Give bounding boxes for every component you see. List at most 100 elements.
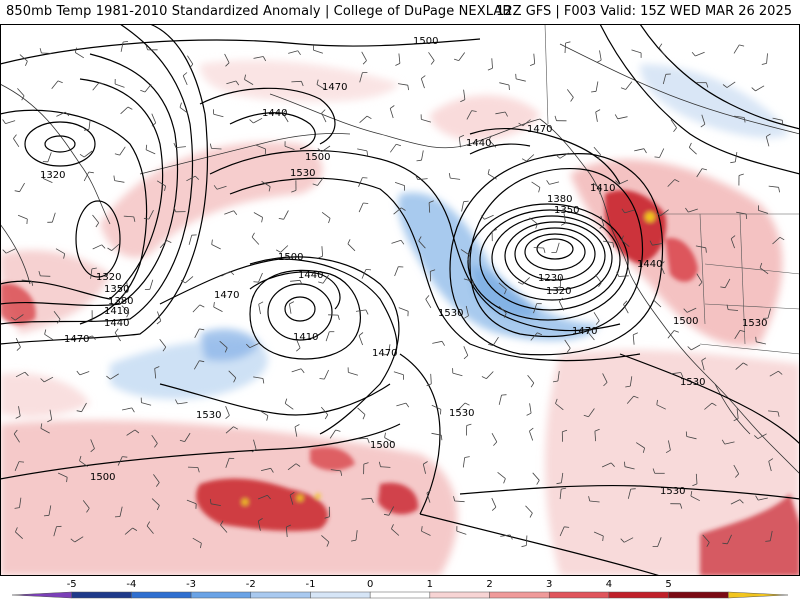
wind-barb-flag xyxy=(564,526,570,528)
wind-barb xyxy=(261,467,271,471)
wind-barb-flag xyxy=(199,360,205,363)
wind-barb xyxy=(491,433,498,443)
wind-barb xyxy=(21,279,32,282)
contour-label: 1500 xyxy=(370,440,395,451)
wind-barb xyxy=(532,472,540,481)
wind-barb xyxy=(695,245,706,249)
contour-low-3 xyxy=(514,227,596,281)
wind-barb xyxy=(488,139,497,148)
wind-barb-flag xyxy=(552,380,558,383)
wind-barb-flag xyxy=(25,61,28,66)
wind-barb xyxy=(394,182,405,186)
wind-barb xyxy=(689,147,697,155)
contour-label: 1440 xyxy=(637,259,662,270)
anomaly-peak-bc xyxy=(645,212,655,222)
wind-barb xyxy=(285,526,288,538)
wind-barb xyxy=(225,458,230,468)
colorbar-block xyxy=(728,591,789,599)
wind-barb-flag xyxy=(680,372,684,378)
wind-barb xyxy=(735,362,744,370)
wind-barb-flag xyxy=(122,456,128,458)
wind-barb xyxy=(224,53,230,63)
wind-barb xyxy=(768,410,779,413)
wind-barb-flag xyxy=(643,148,647,154)
wind-barb xyxy=(492,336,499,346)
wind-barb-flag xyxy=(156,505,160,511)
wind-barb xyxy=(291,80,302,83)
wind-barb-flag xyxy=(146,521,151,527)
wind-barb-flag xyxy=(95,222,100,228)
wind-barb-flag xyxy=(262,378,265,384)
wind-barb xyxy=(527,374,535,384)
wind-barb-flag xyxy=(90,448,95,453)
wind-barb xyxy=(322,274,329,284)
wind-barb-flag xyxy=(319,378,325,380)
wind-barb-flag xyxy=(211,239,213,245)
wind-barb xyxy=(159,240,168,249)
wind-barb-flag xyxy=(656,212,661,217)
wind-barb-flag xyxy=(179,439,185,442)
wind-barb-flag xyxy=(726,304,729,310)
height-contours xyxy=(0,24,800,576)
wind-barb xyxy=(690,495,700,502)
wind-barb xyxy=(126,281,129,292)
wind-barb-flag xyxy=(134,429,140,434)
wind-barb xyxy=(186,499,197,505)
wind-barb xyxy=(359,72,363,83)
wind-barb xyxy=(253,117,263,124)
border-us-mexico xyxy=(699,343,800,355)
wind-barb xyxy=(144,83,152,93)
wind-barb-flag xyxy=(84,128,90,131)
colorbar-block xyxy=(11,591,72,599)
wind-barb xyxy=(244,79,254,85)
wind-barb-flag xyxy=(504,289,507,295)
wind-barb xyxy=(83,150,93,158)
wind-barb xyxy=(421,119,432,123)
wind-barb-flag xyxy=(113,175,115,181)
wind-barb-flag xyxy=(615,180,620,185)
wind-barb-flag xyxy=(743,117,746,123)
wind-barb-flag xyxy=(464,456,470,458)
wind-barb-flag xyxy=(42,173,45,179)
contour-label: 1470 xyxy=(214,290,239,301)
contour-west-d xyxy=(0,24,194,325)
wind-barb-flag xyxy=(685,207,689,213)
wind-barb xyxy=(284,403,294,410)
wind-barb xyxy=(599,50,602,61)
contour-ridge-1530 xyxy=(229,177,641,362)
contour-low-8 xyxy=(469,168,644,338)
wind-barb xyxy=(593,531,604,537)
contour-west-c xyxy=(0,53,179,307)
colorbar-block xyxy=(71,591,132,599)
wind-barb xyxy=(498,395,502,405)
wind-barb-flag xyxy=(15,527,18,533)
wind-barb-flag xyxy=(324,516,330,519)
wind-barb-flag xyxy=(560,222,566,226)
wind-barb xyxy=(57,472,68,478)
wind-barb-flag xyxy=(766,133,771,137)
wind-barb-flag xyxy=(253,281,259,283)
contour-label: 1530 xyxy=(680,377,705,388)
wind-barb xyxy=(211,148,222,150)
contour-label: 1470 xyxy=(572,326,597,337)
wind-barb xyxy=(425,298,432,309)
wind-barb xyxy=(145,149,156,155)
wind-barb-flag xyxy=(395,63,401,66)
wind-barb-flag xyxy=(463,200,469,203)
wind-barb xyxy=(119,146,126,156)
wind-barb xyxy=(225,426,234,434)
wind-barb xyxy=(157,311,162,322)
wind-barb-flag xyxy=(76,370,81,376)
wind-barb-flag xyxy=(754,435,759,439)
colorbar-blocks xyxy=(11,591,789,599)
wind-barb-flag xyxy=(197,467,200,473)
wind-barb xyxy=(418,240,426,249)
contour-north-1500 xyxy=(0,38,481,65)
wind-barb xyxy=(632,334,635,345)
wind-barb xyxy=(257,494,268,500)
wind-barb xyxy=(755,85,765,92)
wind-barb xyxy=(228,370,237,379)
wind-barb-flag xyxy=(244,74,246,80)
wind-barb xyxy=(257,520,261,531)
wind-barb-flag xyxy=(18,461,25,463)
